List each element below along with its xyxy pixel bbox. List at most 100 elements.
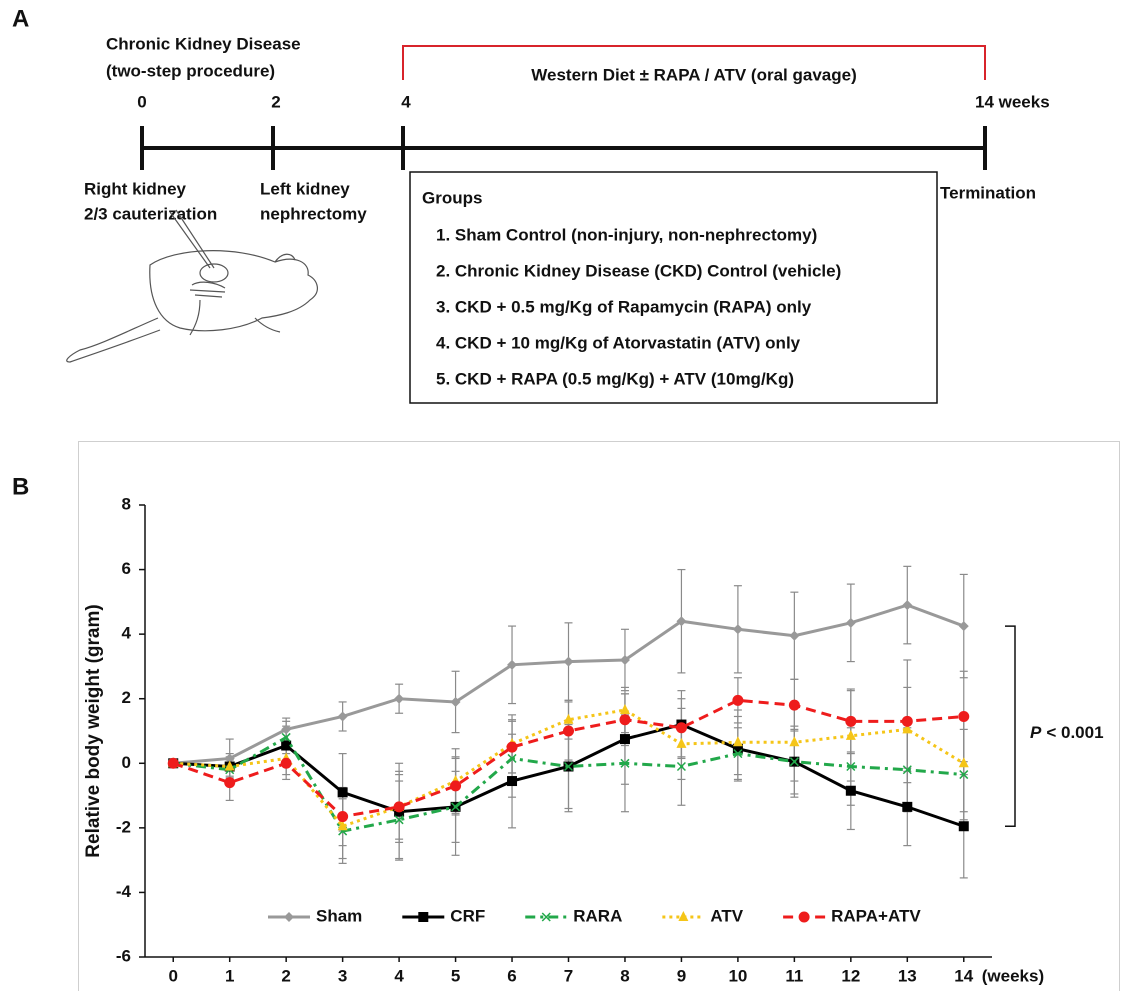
marker <box>902 801 913 812</box>
groups-title: Groups <box>422 188 482 207</box>
marker <box>418 912 429 922</box>
x-tick-label: 7 <box>564 966 573 985</box>
chart-frame <box>78 441 1120 996</box>
marker <box>846 761 856 772</box>
marker <box>451 802 461 812</box>
marker <box>337 711 348 722</box>
marker <box>337 811 349 823</box>
marker <box>675 722 687 734</box>
x-tick-label: 3 <box>338 966 347 985</box>
y-tick-label: -6 <box>116 946 131 965</box>
legend-label: CRF <box>450 906 485 925</box>
mouse-sketch <box>66 209 318 363</box>
marker <box>507 753 517 763</box>
marker <box>959 770 969 780</box>
marker <box>788 699 800 711</box>
step-label: Right kidney <box>84 179 187 198</box>
timeline-label: 0 <box>137 92 146 111</box>
y-tick-label: 2 <box>122 688 131 707</box>
marker <box>224 753 235 764</box>
x-tick-label: 8 <box>620 966 629 985</box>
y-tick-label: 0 <box>122 753 131 772</box>
marker <box>845 729 856 740</box>
y-tick-label: 6 <box>122 559 131 578</box>
treatment-bracket <box>402 45 986 80</box>
marker <box>789 757 799 767</box>
timeline-label: 14 weeks <box>975 92 1050 111</box>
procedure-subtitle: (two-step procedure) <box>106 61 275 80</box>
y-tick-label: -2 <box>116 817 131 836</box>
marker <box>507 776 518 787</box>
marker <box>563 713 574 724</box>
marker <box>393 801 405 813</box>
group-item: 4. CKD + 10 mg/Kg of Atorvastatin (ATV) … <box>436 333 801 352</box>
marker <box>958 757 969 768</box>
marker <box>450 696 461 707</box>
marker <box>167 757 179 769</box>
marker <box>620 758 630 768</box>
y-axis-label: Relative body weight (gram) <box>83 604 104 857</box>
step-label: Left kidney <box>260 179 350 198</box>
legend-label: ATV <box>710 906 743 925</box>
marker <box>619 714 631 726</box>
legend-label: RAPA+ATV <box>831 906 921 925</box>
panel-label: A <box>12 5 29 32</box>
marker <box>224 777 236 789</box>
x-tick-label: 2 <box>281 966 290 985</box>
marker <box>281 740 292 751</box>
group-item: 1. Sham Control (non-injury, non-nephrec… <box>436 225 817 244</box>
x-tick-label: 14 <box>954 966 973 985</box>
marker <box>507 659 518 670</box>
marker <box>958 710 970 722</box>
group-item: 5. CKD + RAPA (0.5 mg/Kg) + ATV (10mg/Kg… <box>436 369 794 388</box>
step-label: 2/3 cauterization <box>84 204 217 223</box>
marker <box>732 736 743 747</box>
x-tick-label: 0 <box>168 966 177 985</box>
marker <box>789 630 800 641</box>
marker <box>280 757 292 769</box>
marker <box>845 785 856 796</box>
panel-label: B <box>12 473 29 500</box>
marker <box>676 737 687 748</box>
marker <box>563 656 574 667</box>
step-label: nephrectomy <box>260 204 367 223</box>
x-axis-label: (weeks) <box>982 966 1044 985</box>
marker <box>845 617 856 628</box>
x-tick-label: 11 <box>785 966 803 985</box>
marker <box>958 621 969 632</box>
y-tick-label: 8 <box>122 494 131 513</box>
marker <box>563 725 574 737</box>
marker <box>450 780 462 792</box>
marker <box>902 723 913 734</box>
annotation-text: < 0.001 <box>1046 724 1103 743</box>
significance-bracket <box>1005 625 1016 827</box>
y-tick-label: 4 <box>122 624 132 643</box>
groups-box <box>409 171 938 404</box>
marker <box>337 820 348 831</box>
annotation-variable: P <box>1030 724 1042 743</box>
marker <box>733 749 743 759</box>
marker <box>676 616 687 627</box>
legend-label: Sham <box>316 906 362 925</box>
marker <box>902 600 913 611</box>
procedure-title: Chronic Kidney Disease <box>106 34 301 53</box>
marker <box>224 760 235 771</box>
marker <box>619 734 630 745</box>
series-line <box>173 735 964 833</box>
timeline-label: 4 <box>401 92 411 111</box>
marker <box>732 694 744 706</box>
legend-label: RARA <box>573 906 622 925</box>
x-tick-label: 9 <box>677 966 686 985</box>
x-tick-label: 6 <box>507 966 516 985</box>
marker <box>563 761 574 772</box>
group-item: 3. CKD + 0.5 mg/Kg of Rapamycin (RAPA) o… <box>436 297 812 316</box>
marker <box>337 787 348 798</box>
marker <box>284 912 294 922</box>
timeline-label: 2 <box>271 92 280 111</box>
x-tick-label: 4 <box>394 966 404 985</box>
treatment-label: Western Diet ± RAPA / ATV (oral gavage) <box>531 65 856 84</box>
y-tick-label: -4 <box>116 882 132 901</box>
end-label: Termination <box>940 183 1036 202</box>
marker <box>732 624 743 635</box>
